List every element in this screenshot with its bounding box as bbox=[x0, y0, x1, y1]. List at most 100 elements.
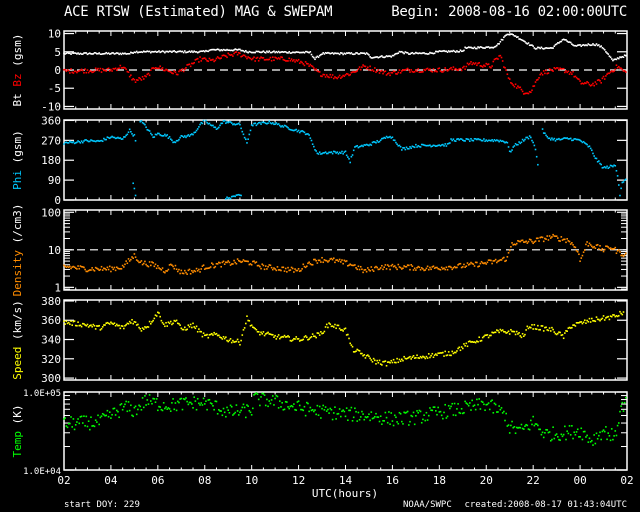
data-point-bz bbox=[567, 70, 570, 73]
data-point-bt bbox=[556, 42, 559, 44]
data-point-speed bbox=[548, 327, 551, 329]
data-point-phi bbox=[417, 145, 420, 147]
data-point-bz bbox=[106, 67, 109, 70]
data-point-bt bbox=[472, 47, 475, 50]
data-point-speed bbox=[84, 324, 86, 326]
data-point-density bbox=[567, 240, 570, 242]
data-point-density bbox=[171, 264, 173, 266]
data-point-bt bbox=[221, 49, 224, 52]
data-point-bt bbox=[276, 51, 279, 54]
data-point-temp bbox=[220, 410, 222, 412]
data-point-density bbox=[440, 266, 443, 269]
data-point-speed bbox=[213, 331, 215, 334]
data-point-bt bbox=[220, 49, 222, 51]
data-point-density bbox=[603, 248, 606, 251]
data-point-temp bbox=[370, 411, 373, 413]
data-point-phi bbox=[379, 139, 382, 141]
data-point-speed bbox=[160, 319, 163, 322]
data-point-temp bbox=[500, 407, 503, 409]
data-point-density bbox=[157, 265, 159, 267]
data-point-temp bbox=[298, 404, 301, 407]
data-point-phi bbox=[72, 141, 75, 143]
data-point-temp bbox=[253, 394, 255, 396]
data-point-bt bbox=[583, 44, 586, 47]
data-point-bt bbox=[487, 46, 490, 48]
data-point-speed bbox=[391, 361, 394, 364]
data-point-speed bbox=[323, 330, 326, 333]
data-point-speed bbox=[149, 322, 152, 325]
data-point-bt bbox=[209, 49, 212, 51]
data-point-bz bbox=[313, 67, 315, 69]
data-point-temp bbox=[385, 416, 388, 419]
data-point-density bbox=[302, 263, 305, 266]
data-point-bz bbox=[201, 57, 204, 60]
data-point-density bbox=[311, 263, 314, 266]
data-point-bt bbox=[582, 44, 585, 46]
data-point-phi bbox=[79, 142, 82, 144]
data-point-bt bbox=[243, 51, 246, 53]
data-point-speed bbox=[392, 358, 395, 361]
data-point-phi bbox=[282, 126, 285, 128]
data-point-bt bbox=[555, 43, 558, 45]
data-point-speed bbox=[352, 351, 355, 353]
data-point-phi bbox=[290, 129, 293, 131]
data-point-bz bbox=[189, 65, 192, 68]
data-point-speed bbox=[512, 330, 515, 333]
data-point-temp bbox=[158, 405, 160, 408]
data-point-temp bbox=[126, 410, 129, 413]
data-point-speed bbox=[359, 352, 362, 355]
data-point-density bbox=[202, 264, 205, 267]
data-point-density bbox=[232, 263, 234, 265]
data-point-speed bbox=[609, 315, 612, 317]
data-point-density bbox=[277, 269, 280, 271]
data-point-bz bbox=[538, 76, 540, 79]
data-point-speed bbox=[318, 334, 321, 336]
data-point-temp bbox=[568, 425, 571, 427]
data-point-phi bbox=[166, 134, 169, 136]
data-point-bt bbox=[415, 51, 417, 54]
data-point-bt bbox=[459, 49, 462, 52]
data-point-phi bbox=[73, 142, 76, 145]
data-point-bt bbox=[464, 46, 466, 49]
data-point-phi bbox=[575, 138, 578, 141]
data-point-temp bbox=[423, 414, 425, 417]
data-point-speed bbox=[233, 341, 235, 343]
data-point-bt bbox=[200, 50, 203, 52]
data-point-density bbox=[551, 236, 553, 238]
data-point-density bbox=[411, 265, 414, 268]
data-point-speed bbox=[301, 339, 303, 341]
panel-frame-speed bbox=[63, 299, 628, 381]
data-point-speed bbox=[281, 335, 283, 338]
data-point-phi bbox=[507, 146, 510, 148]
data-point-bt bbox=[361, 52, 363, 54]
data-point-bz bbox=[264, 58, 267, 61]
data-point-bt bbox=[266, 50, 268, 53]
data-point-temp bbox=[89, 428, 91, 431]
data-point-phi bbox=[126, 133, 129, 136]
data-point-density bbox=[435, 266, 437, 269]
data-point-bt bbox=[123, 52, 125, 55]
data-point-bz bbox=[503, 66, 505, 68]
data-point-phi bbox=[114, 137, 117, 140]
data-point-phi bbox=[324, 151, 327, 153]
data-point-bz bbox=[243, 54, 246, 57]
data-point-bz bbox=[564, 71, 566, 74]
data-point-phi bbox=[131, 133, 133, 135]
data-point-speed bbox=[513, 330, 516, 333]
data-point-density bbox=[135, 259, 138, 261]
data-point-density bbox=[332, 257, 335, 260]
data-point-phi bbox=[179, 136, 181, 139]
data-point-density bbox=[162, 271, 165, 273]
data-point-speed bbox=[114, 324, 117, 327]
data-point-phi bbox=[483, 138, 485, 140]
data-point-density bbox=[457, 264, 459, 266]
data-point-temp bbox=[463, 411, 465, 414]
data-point-temp bbox=[176, 400, 179, 403]
data-point-phi bbox=[415, 143, 417, 146]
data-point-speed bbox=[263, 334, 266, 337]
ylabel-temp-name: Temp bbox=[11, 431, 24, 458]
data-point-phi bbox=[316, 152, 319, 155]
data-point-density bbox=[564, 238, 566, 241]
data-point-density bbox=[168, 264, 171, 266]
data-point-density bbox=[108, 265, 111, 268]
